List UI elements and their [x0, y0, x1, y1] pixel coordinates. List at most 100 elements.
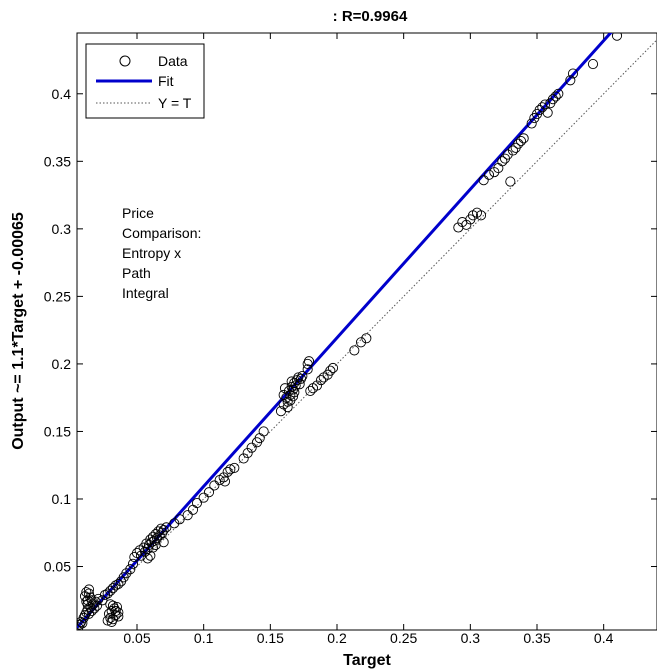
data-point	[286, 376, 297, 387]
data-point	[147, 542, 159, 553]
data-point	[497, 156, 508, 167]
data-point	[475, 210, 487, 221]
data-point	[355, 337, 367, 348]
data-point	[611, 33, 623, 41]
y-tick-label: 0.05	[44, 559, 71, 575]
data-point	[489, 167, 500, 178]
data-point	[238, 453, 249, 464]
annotation-line: Path	[122, 265, 151, 281]
legend-identity-label: Y = T	[158, 95, 192, 111]
y-tick-label: 0.3	[52, 221, 72, 237]
data-point	[305, 385, 316, 396]
data-point	[303, 356, 315, 367]
fit-line	[77, 33, 613, 629]
x-tick-label: 0.15	[257, 630, 284, 646]
annotation-text: Price Comparison: Entropy x Path Integra…	[122, 205, 201, 301]
data-point	[218, 472, 229, 483]
data-point	[246, 442, 257, 453]
y-tick-label: 0.2	[52, 356, 72, 372]
data-point	[567, 68, 579, 79]
x-tick-label: 0.3	[461, 630, 481, 646]
data-point	[219, 476, 231, 487]
data-point	[121, 568, 132, 579]
data-point	[113, 611, 124, 622]
x-axis-label: Target	[343, 652, 391, 669]
data-point	[106, 606, 117, 617]
data-point	[258, 426, 269, 437]
data-point	[518, 133, 529, 144]
data-point	[461, 219, 472, 230]
data-point	[587, 59, 599, 70]
y-tick-label: 0.4	[52, 86, 72, 102]
x-tick-label: 0.2	[327, 630, 347, 646]
data-point	[327, 362, 339, 374]
y-axis-label: Output ~= 1.1*Target + -0.00065	[10, 212, 27, 450]
legend-data-label: Data	[158, 53, 188, 69]
legend-data-marker	[119, 55, 131, 67]
data-point	[289, 387, 300, 398]
data-point	[191, 497, 203, 509]
data-point	[550, 91, 561, 102]
x-tick-label: 0.4	[594, 630, 614, 646]
data-point	[229, 462, 240, 473]
data-point	[97, 595, 108, 606]
annotation-line: Entropy x	[122, 245, 181, 261]
data-point	[311, 380, 323, 391]
data-point	[174, 514, 185, 525]
chart-title: : R=0.9964	[333, 8, 408, 25]
plot-area	[76, 32, 657, 631]
data-point	[153, 526, 164, 537]
data-point	[158, 537, 169, 548]
legend: Data Fit Y = T	[85, 43, 205, 119]
data-point	[225, 464, 236, 475]
data-point	[102, 588, 113, 599]
annotation-line: Comparison:	[122, 225, 201, 241]
data-point	[203, 487, 215, 498]
data-point	[507, 145, 519, 156]
data-point	[537, 102, 548, 113]
data-point	[349, 345, 360, 356]
data-point	[158, 524, 169, 536]
data-point	[505, 176, 516, 187]
data-point	[113, 607, 124, 618]
identity-line	[77, 39, 657, 628]
data-point	[483, 169, 495, 180]
data-point	[478, 175, 489, 186]
data-point	[127, 558, 139, 569]
data-point	[83, 584, 95, 595]
data-point	[302, 364, 313, 375]
data-point	[102, 615, 113, 626]
x-tick-label: 0.1	[194, 630, 214, 646]
data-point	[513, 138, 524, 149]
data-point	[161, 522, 172, 533]
data-point	[86, 595, 97, 606]
data-point	[282, 402, 293, 413]
data-point	[526, 118, 537, 129]
y-tick-label: 0.35	[44, 153, 71, 169]
y-tick-label: 0.1	[52, 491, 72, 507]
data-point	[315, 375, 327, 386]
data-point	[242, 448, 253, 459]
data-point	[361, 333, 372, 344]
data-point	[553, 88, 564, 99]
legend-fit-label: Fit	[158, 73, 174, 89]
data-point	[325, 365, 336, 376]
data-point	[565, 75, 576, 86]
data-point	[182, 510, 193, 521]
data-point	[150, 529, 161, 540]
data-point	[297, 371, 308, 382]
data-point	[125, 564, 136, 575]
data-point	[106, 616, 117, 627]
x-tick-label: 0.05	[123, 630, 150, 646]
data-point	[209, 480, 220, 491]
data-point	[515, 136, 527, 147]
data-point	[542, 107, 553, 118]
data-point	[105, 599, 116, 610]
data-point	[279, 383, 291, 394]
data-point	[198, 492, 209, 503]
data-point	[105, 585, 116, 596]
data-point	[547, 94, 559, 105]
data-point	[107, 583, 119, 594]
data-point	[142, 553, 153, 564]
